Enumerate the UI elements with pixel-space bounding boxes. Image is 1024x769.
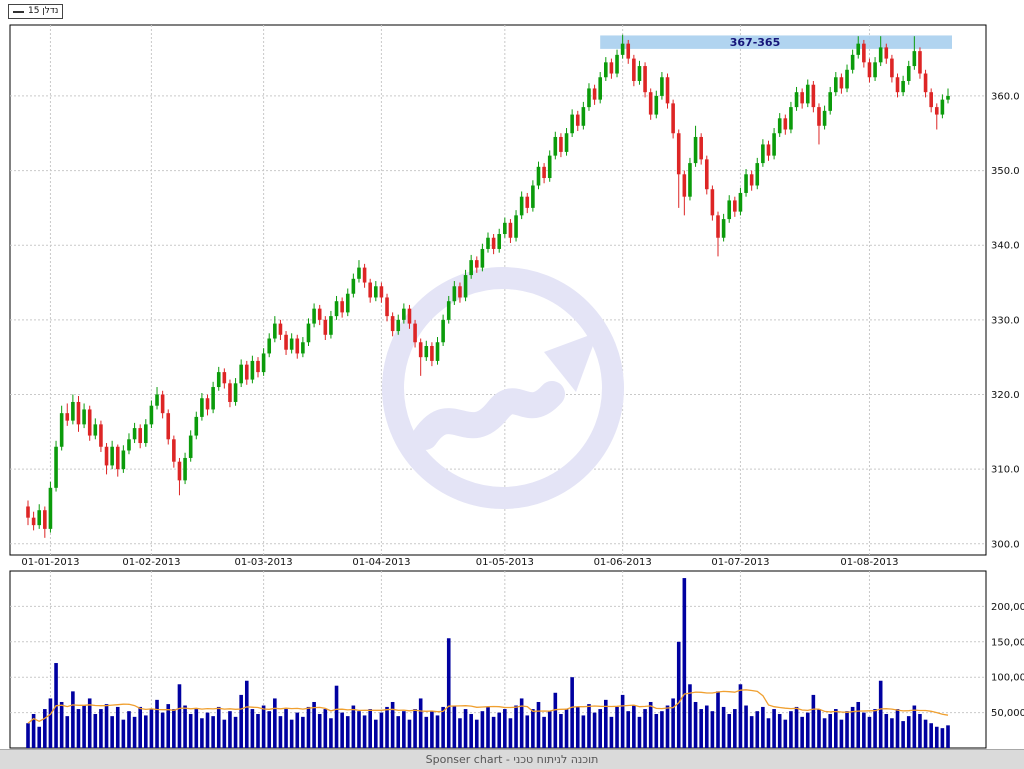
svg-text:100,000: 100,000 [991,673,1024,684]
svg-text:01-08-2013: 01-08-2013 [840,557,898,568]
svg-text:320.0: 320.0 [991,390,1020,401]
svg-text:310.0: 310.0 [991,465,1020,476]
svg-text:150,000: 150,000 [991,637,1024,648]
series-label: נדלן 15 [28,6,59,16]
svg-text:01-01-2013: 01-01-2013 [21,557,79,568]
footer-bar: Sponser chart - תוכנה לניתוח טכני [0,749,1024,769]
series-line-icon [13,10,24,13]
svg-text:300.0: 300.0 [991,539,1020,550]
svg-text:330.0: 330.0 [991,315,1020,326]
svg-text:01-03-2013: 01-03-2013 [235,557,293,568]
svg-text:350.0: 350.0 [991,166,1020,177]
svg-text:01-02-2013: 01-02-2013 [122,557,180,568]
svg-text:200,000: 200,000 [991,602,1024,613]
svg-text:360.0: 360.0 [991,91,1020,102]
svg-text:01-06-2013: 01-06-2013 [594,557,652,568]
resistance-label: 367-365 [729,36,781,49]
svg-text:01-05-2013: 01-05-2013 [476,557,534,568]
svg-text:01-07-2013: 01-07-2013 [711,557,769,568]
footer-brand-text: Sponser chart - תוכנה לניתוח טכני [425,753,599,766]
svg-text:50,000: 50,000 [991,708,1024,719]
svg-text:340.0: 340.0 [991,241,1020,252]
svg-text:01-04-2013: 01-04-2013 [352,557,410,568]
series-legend: נדלן 15 [8,4,64,19]
